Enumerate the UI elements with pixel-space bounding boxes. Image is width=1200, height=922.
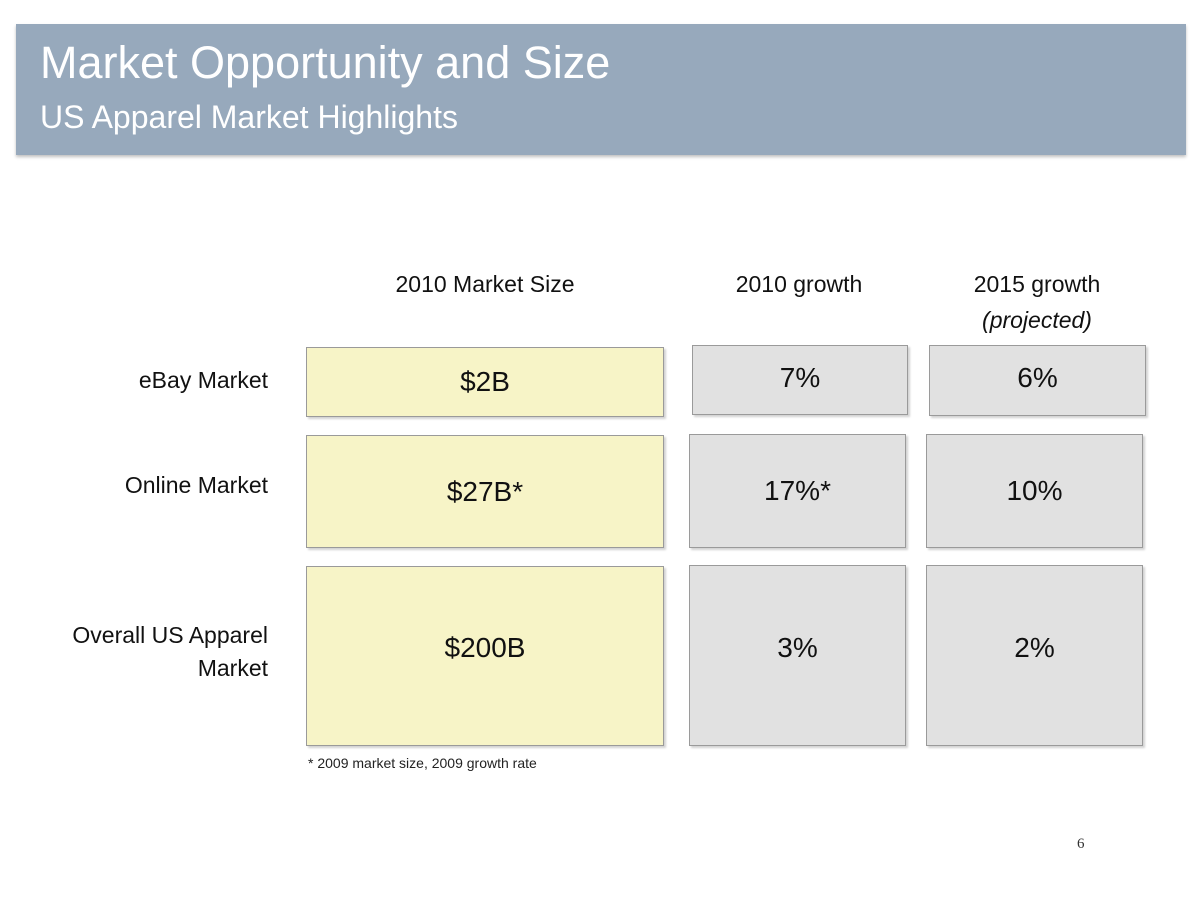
slide-header: Market Opportunity and Size US Apparel M… (16, 24, 1186, 155)
growth-2015-value: 2% (1014, 631, 1055, 663)
growth-2015-value: 6% (1017, 362, 1058, 393)
market-size-cell-online: $27B* (306, 435, 664, 548)
growth-2010-cell-overall: 3% (689, 565, 906, 746)
growth-2015-cell-online: 10% (926, 434, 1143, 548)
row-label-line: Overall US Apparel (72, 622, 268, 648)
market-size-cell-overall: $200B (306, 566, 664, 746)
row-label-ebay-market: eBay Market (139, 364, 268, 397)
slide-subtitle: US Apparel Market Highlights (40, 99, 458, 135)
page-number: 6 (1077, 836, 1085, 852)
market-size-cell-ebay: $2B (306, 347, 664, 417)
growth-2010-value: 17%* (764, 475, 831, 506)
slide-title: Market Opportunity and Size (40, 37, 611, 88)
market-size-value: $2B (460, 366, 510, 397)
growth-2010-cell-online: 17%* (689, 434, 906, 548)
footnote: * 2009 market size, 2009 growth rate (308, 755, 537, 771)
growth-2015-value: 10% (1006, 475, 1063, 506)
growth-2015-cell-overall: 2% (926, 565, 1143, 746)
growth-2015-cell-ebay: 6% (929, 345, 1146, 416)
row-label-line: eBay Market (138, 367, 268, 393)
column-header-market-size: 2010 Market Size (306, 267, 664, 303)
row-label-line: Market (197, 655, 268, 682)
growth-2010-value: 3% (777, 631, 818, 663)
column-header-label: 2010 Market Size (395, 271, 575, 297)
row-label-online-market: Online Market (125, 469, 268, 502)
column-header-label: 2015 growth (973, 271, 1101, 297)
column-header-sublabel: (projected) (982, 306, 1092, 333)
market-size-value: $200B (444, 632, 526, 663)
market-size-value: $27B* (446, 475, 524, 507)
row-label-line: Online Market (124, 472, 268, 498)
column-header-2015-growth: 2015 growth (projected) (928, 267, 1146, 338)
column-header-2010-growth: 2010 growth (690, 267, 908, 303)
row-label-overall-us-apparel-market: Overall US Apparel Market (72, 619, 268, 686)
growth-2010-value: 7% (779, 362, 821, 393)
growth-2010-cell-ebay: 7% (692, 345, 908, 415)
column-header-label: 2010 growth (735, 271, 863, 297)
